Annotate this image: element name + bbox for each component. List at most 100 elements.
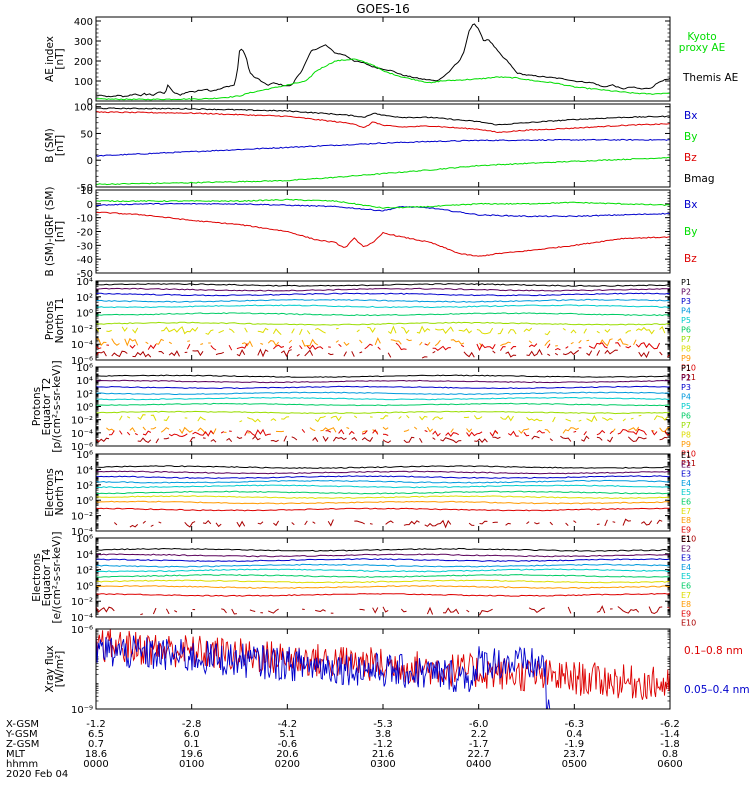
series-line-e10 [479, 608, 493, 616]
series-line-p8 [570, 329, 577, 334]
x-row-value: -4.2 [278, 719, 298, 730]
y-axis-label: [e/(cm²-s-sr-keV)] [51, 532, 63, 624]
series-line-e10 [641, 520, 653, 526]
y-tick-label: 10⁶ [76, 363, 93, 374]
legend-entry: E7 [681, 507, 691, 516]
legend-entry: Bz [684, 253, 697, 265]
series-line-p8 [228, 328, 235, 334]
series-line-p10 [129, 344, 136, 349]
series-line-p11 [296, 353, 300, 357]
series-line-p9 [382, 426, 389, 431]
series-line-p9 [197, 427, 206, 434]
series-line-p8 [625, 330, 631, 334]
y-axis-label: Protons [31, 387, 43, 426]
series-line-p10 [546, 343, 551, 349]
series-line-p10 [499, 346, 506, 351]
series-line-p8 [163, 415, 170, 422]
series-line-e10 [257, 521, 264, 525]
series-line-p11 [607, 436, 614, 443]
series-line-p9 [200, 343, 204, 345]
series-line-p11 [581, 435, 590, 442]
series-line-p11 [332, 436, 347, 442]
series-line-p11 [291, 436, 298, 441]
series-line-p8 [473, 415, 483, 420]
legend-entry: Bx [684, 199, 697, 211]
x-row-label: hhmm [6, 759, 38, 770]
series-line-p10 [432, 345, 451, 352]
y-axis-label: Equator T2 [41, 378, 53, 436]
y-tick-label: 100 [74, 77, 93, 88]
series-line-p10 [554, 348, 561, 351]
series-line-e10 [174, 610, 178, 613]
y-tick-label: 10⁻⁶ [71, 625, 93, 636]
series-line-p9 [450, 339, 465, 345]
legend-entry: P1 [681, 364, 691, 373]
series-group [96, 629, 670, 709]
legend-entry: P1 [681, 278, 691, 287]
series-line-p9 [434, 339, 441, 347]
series-line-e10 [424, 519, 452, 529]
series-line-e10 [400, 608, 407, 613]
series-line-p11 [226, 437, 233, 443]
series-line-p8 [330, 415, 342, 422]
y-tick-label: 10⁻⁶ [71, 442, 93, 453]
series-line-p9 [111, 338, 120, 346]
series-line-e2 [96, 553, 670, 558]
series-line-p8 [239, 420, 243, 423]
series-line-e9 [96, 507, 670, 512]
series-line-p8 [476, 327, 494, 335]
series-line-p9 [612, 428, 616, 433]
series-line-p8 [218, 329, 225, 334]
legend-entry: P5 [681, 316, 691, 325]
y-tick-label: 400 [74, 17, 93, 28]
series-line-p9 [570, 341, 574, 345]
series-line-e10 [573, 520, 577, 524]
series-line-p10 [617, 428, 647, 436]
series-line-p8 [197, 416, 206, 422]
series-line-p10 [288, 346, 293, 349]
series-line-bx [96, 138, 670, 157]
x-row-value: 19.6 [181, 749, 203, 760]
panel-bsm: -50 0 50 100 B (SM)[nT] Bx By Bz Bmag [44, 103, 715, 194]
series-line-p10 [573, 430, 577, 433]
series-line-p11 [158, 350, 165, 355]
legend-entry: 0.05–0.4 nm [684, 684, 750, 696]
series-line-p10 [625, 345, 632, 349]
series-line-e4 [96, 479, 670, 484]
series-line-e10 [604, 519, 608, 527]
x-row-value: -1.2 [86, 719, 106, 730]
y-tick-label: 50 [80, 129, 93, 140]
series-line-p1 [96, 374, 670, 378]
series-line-p9 [179, 426, 193, 435]
series-line-p8 [299, 328, 303, 336]
series-line-p10 [338, 429, 345, 435]
series-line-e10 [534, 522, 540, 525]
series-line-p10 [395, 342, 407, 351]
x-row-label: Z-GSM [6, 739, 39, 750]
series-line-p10 [445, 432, 459, 438]
series-line-p8 [416, 325, 431, 334]
series-line-p11 [210, 438, 217, 443]
panel-ae: 0 100 200 300 400 AE index[nT] Themis AE Kyotop… [44, 16, 738, 108]
y-tick-label: 10⁻² [71, 512, 93, 523]
series-line-bz [96, 111, 670, 134]
series-line-p8 [622, 418, 626, 422]
series-line-p8 [406, 414, 410, 419]
series-line-p11 [659, 351, 663, 356]
series-line-p8 [638, 414, 642, 417]
series-line-p8 [526, 416, 543, 422]
x-row-label: MLT [6, 749, 26, 760]
y-axis-label: Electrons [44, 468, 56, 517]
legend-entry: P8 [681, 345, 691, 354]
series-line-e10 [315, 609, 326, 613]
series-line-p8 [119, 415, 123, 421]
y-tick-label: 10 [80, 186, 93, 197]
series-line-p1 [96, 283, 670, 287]
series-line-p11 [343, 351, 347, 357]
series-line-p11 [351, 437, 358, 442]
series-line-bz [96, 211, 670, 257]
series-line-p8 [291, 328, 295, 334]
legend-entry: E10 [681, 535, 696, 544]
series-line-p9 [267, 340, 280, 347]
series-line-e10 [382, 606, 389, 613]
